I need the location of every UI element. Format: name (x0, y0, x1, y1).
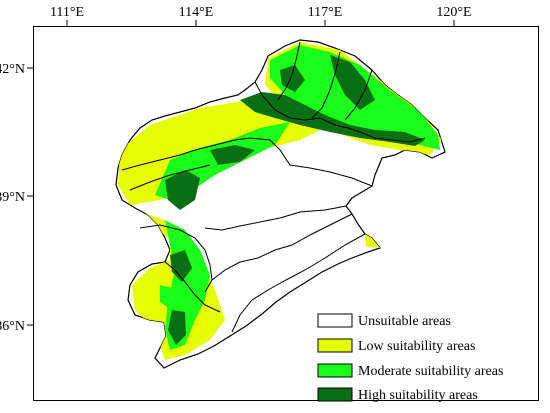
legend-label-moderate: Moderate suitability areas (358, 364, 503, 379)
x-tick-label: 117°E (308, 5, 343, 20)
x-tick-label: 120°E (436, 5, 471, 20)
y-tick-label: 42°N (0, 62, 25, 77)
legend: Unsuitable areas Low suitability areas M… (317, 313, 503, 403)
y-tick-label: 36°N (0, 319, 25, 334)
legend-swatch-unsuitable (317, 313, 353, 328)
legend-swatch-moderate (317, 363, 353, 378)
y-tick-label: 39°N (0, 190, 25, 205)
legend-swatch-high (317, 387, 353, 402)
x-tick-labels: 111°E 114°E 117°E 120°E (50, 5, 472, 20)
legend-label-low: Low suitability areas (358, 339, 475, 354)
legend-swatch-low (317, 338, 353, 353)
legend-label-unsuitable: Unsuitable areas (358, 314, 451, 329)
high-suitability-zones (165, 55, 425, 345)
tick-marks (27, 20, 455, 326)
internal-boundaries (121, 41, 426, 333)
x-tick-label: 114°E (179, 5, 214, 20)
legend-label-high: High suitability areas (358, 388, 478, 403)
y-tick-labels: 42°N 39°N 36°N (0, 62, 25, 334)
x-tick-label: 111°E (50, 5, 84, 20)
